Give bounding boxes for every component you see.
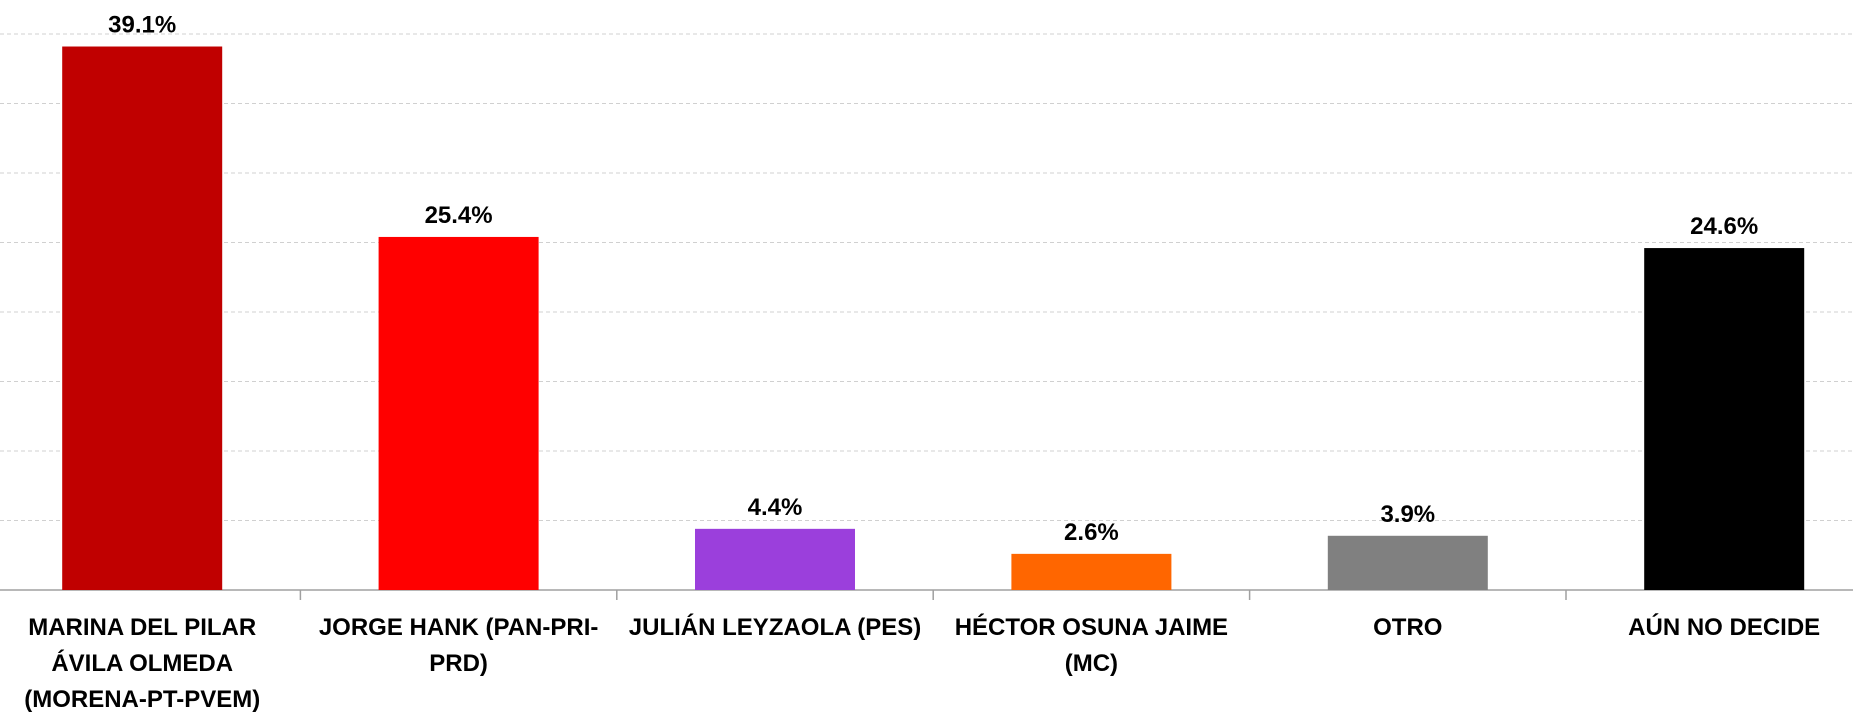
bar [378,236,539,590]
bar [1327,535,1488,590]
bar [62,46,223,590]
value-label: 2.6% [1064,519,1119,546]
x-tick-label: JULIÁN LEYZAOLA (PES) [628,614,922,641]
bar [695,528,855,590]
value-label: 3.9% [1380,501,1435,528]
x-tick-label: HÉCTOR OSUNA JAIME (MC) [954,614,1229,677]
value-label: 24.6% [1690,213,1758,240]
bar [1644,248,1805,590]
value-label: 25.4% [425,202,493,229]
x-tick-label: MARINA DEL PILAR ÁVILA OLMEDA (MORENA-PT… [24,614,261,713]
value-label: 39.1% [108,12,176,39]
x-tick-label: AÚN NO DECIDE [1628,614,1821,641]
value-label: 4.4% [748,494,803,521]
x-tick-label: JORGE HANK (PAN-PRI-PRD) [318,614,599,677]
x-tick-label: OTRO [1373,614,1443,641]
bar [1011,553,1172,590]
